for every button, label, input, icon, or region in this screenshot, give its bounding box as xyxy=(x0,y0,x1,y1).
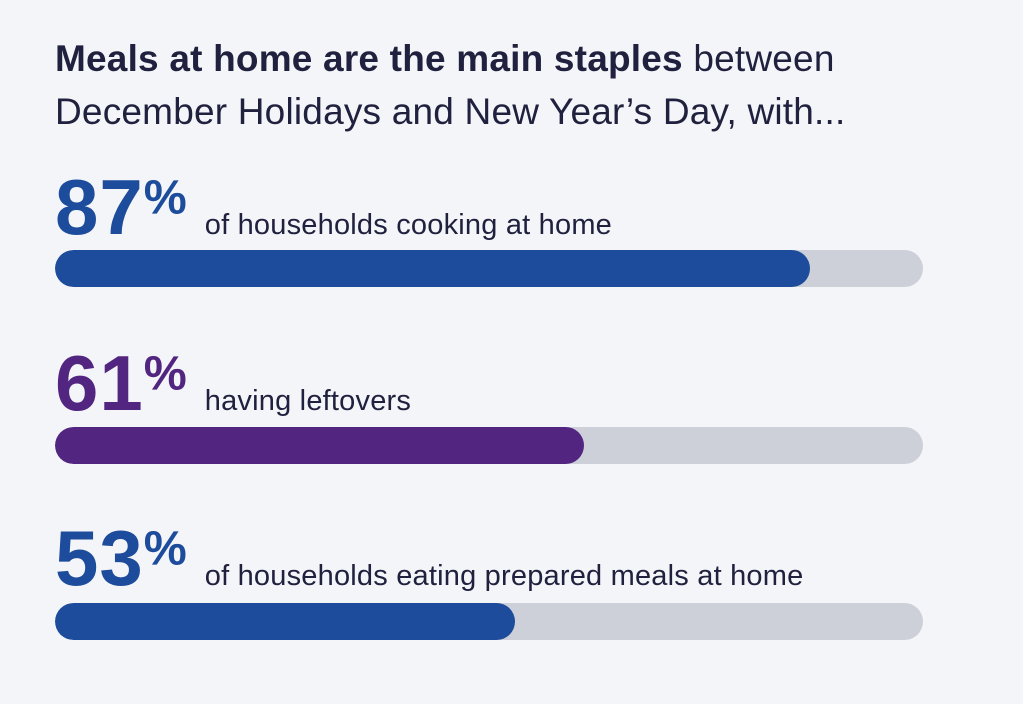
progress-track xyxy=(55,603,923,640)
title-regular-text: between xyxy=(693,38,835,79)
stat-label: of households cooking at home xyxy=(204,209,613,241)
progress-track xyxy=(55,427,923,464)
percent-sign: % xyxy=(143,170,187,225)
stat-number: 87 xyxy=(55,163,144,251)
title-line-2: December Holidays and New Year’s Day, wi… xyxy=(55,85,985,138)
stat-row-cooking-at-home: 87% of households cooking at home xyxy=(55,168,612,246)
stat-value: 87% xyxy=(55,168,187,246)
title-bold-text: Meals at home are the main staples xyxy=(55,38,683,79)
progress-fill xyxy=(55,250,811,287)
stat-number: 53 xyxy=(55,514,144,602)
stat-row-prepared-meals: 53% of households eating prepared meals … xyxy=(55,519,803,597)
title-line-1: Meals at home are the main staples betwe… xyxy=(55,32,985,85)
title-line-2-text: December Holidays and New Year’s Day, wi… xyxy=(55,91,846,132)
percent-sign: % xyxy=(143,346,187,401)
progress-fill xyxy=(55,427,585,464)
progress-fill xyxy=(55,603,516,640)
stat-label: of households eating prepared meals at h… xyxy=(204,560,804,592)
stat-value: 53% xyxy=(55,519,187,597)
progress-track xyxy=(55,250,923,287)
stat-value: 61% xyxy=(55,344,187,422)
stat-row-leftovers: 61% having leftovers xyxy=(55,344,411,422)
percent-sign: % xyxy=(143,521,187,576)
stat-number: 61 xyxy=(55,339,144,427)
stat-label: having leftovers xyxy=(204,385,412,417)
page-title: Meals at home are the main staples betwe… xyxy=(55,32,985,138)
